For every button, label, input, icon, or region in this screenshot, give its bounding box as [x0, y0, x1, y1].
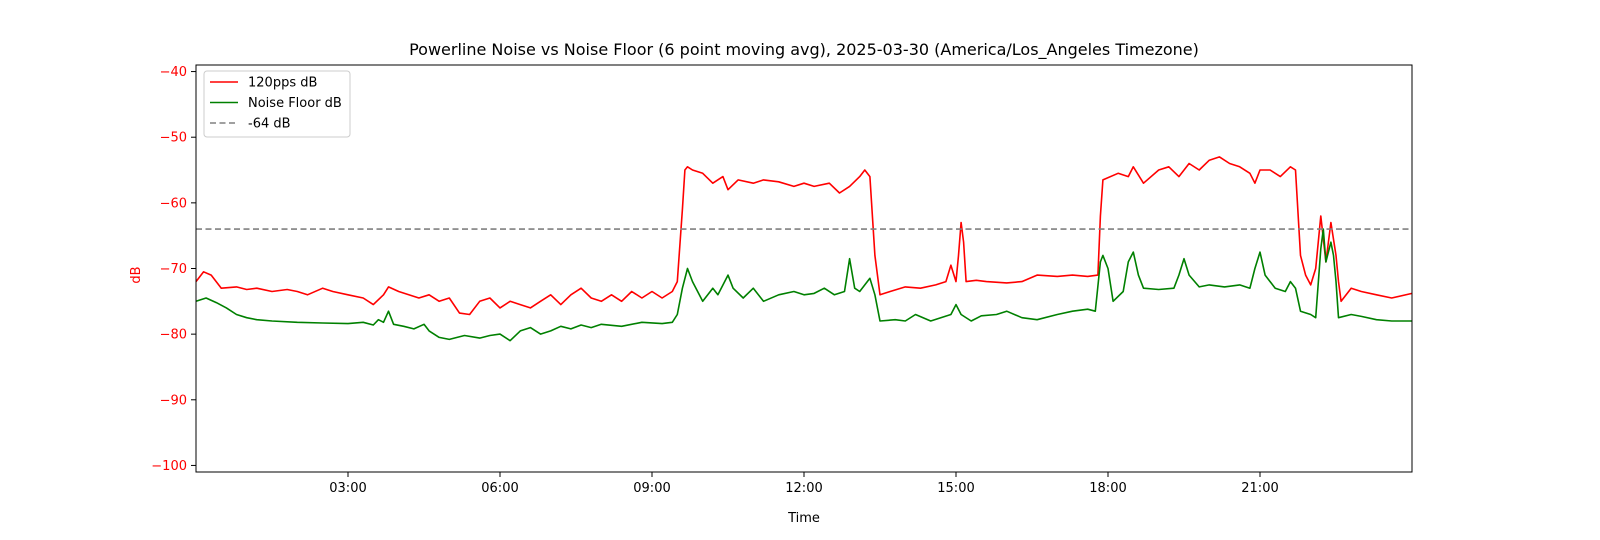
- y-tick-label: −100: [151, 459, 187, 474]
- x-tick-label: 06:00: [481, 481, 518, 496]
- legend-label: Noise Floor dB: [248, 96, 342, 111]
- legend: 120pps dB Noise Floor dB -64 dB: [203, 70, 351, 138]
- y-tick-label: −80: [160, 328, 187, 343]
- y-tick-label: −40: [160, 65, 187, 80]
- y-tick-label: −50: [160, 131, 187, 146]
- series-line-1: [195, 156, 1413, 316]
- x-tick-label: 15:00: [937, 481, 974, 496]
- x-tick-label: 09:00: [633, 481, 670, 496]
- x-tick-label: 18:00: [1089, 481, 1126, 496]
- x-tick-label: 12:00: [785, 481, 822, 496]
- x-tick-label: 21:00: [1241, 481, 1278, 496]
- legend-box: [203, 70, 351, 138]
- series-line-2: [195, 228, 1412, 342]
- legend-label: 120pps dB: [248, 76, 317, 91]
- x-axis: 03:00 06:00 09:00 12:00 15:00 18:00 21:00: [329, 472, 1279, 496]
- y-tick-label: −90: [160, 393, 187, 408]
- x-tick-label: 03:00: [329, 481, 366, 496]
- x-axis-label: Time: [787, 511, 820, 526]
- y-axis-label: dB: [129, 266, 144, 283]
- plot-frame: [195, 64, 1413, 473]
- y-tick-label: −70: [160, 262, 187, 277]
- plot-area: [195, 64, 1413, 473]
- chart-title: Powerline Noise vs Noise Floor (6 point …: [409, 40, 1199, 60]
- y-axis: −40 −50 −60 −70 −80 −90 −100: [151, 65, 196, 474]
- legend-label: -64 dB: [248, 117, 291, 132]
- y-tick-label: −60: [160, 196, 187, 211]
